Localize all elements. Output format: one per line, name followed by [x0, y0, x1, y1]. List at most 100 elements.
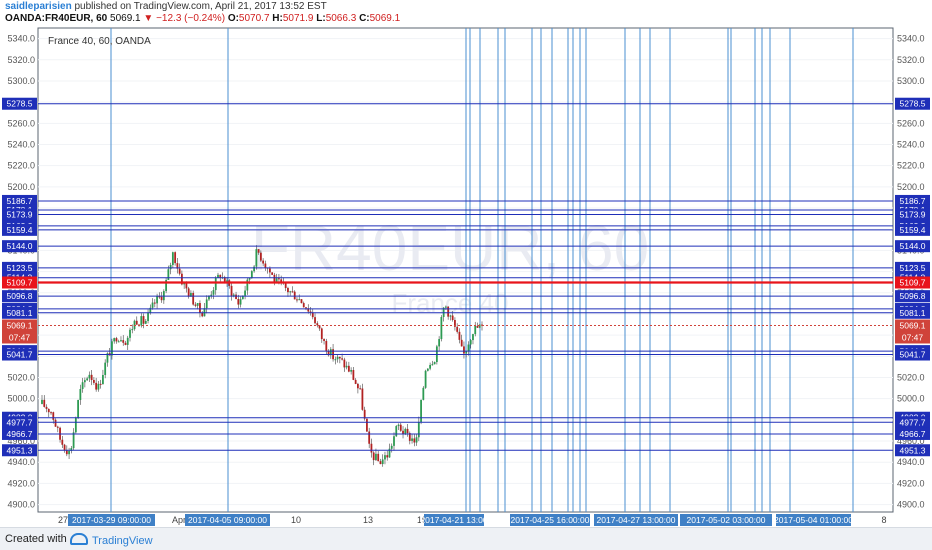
level-tag-left	[2, 97, 37, 110]
candle-body	[104, 362, 107, 375]
candle	[393, 432, 395, 451]
candle	[97, 381, 100, 392]
candle	[126, 335, 129, 350]
level-tag-right-text: 4951.3	[900, 445, 926, 455]
tradingview-logo-icon	[70, 533, 88, 545]
candle-body	[56, 426, 59, 428]
candle	[255, 245, 258, 270]
open-value: 5070.7	[238, 13, 270, 24]
candle	[386, 450, 389, 461]
candle	[171, 251, 174, 269]
y-tick-label-left: 5200.0	[7, 182, 35, 192]
candle-body	[115, 338, 118, 342]
candle	[176, 257, 179, 274]
candle	[169, 262, 172, 275]
candle-body	[264, 263, 267, 268]
candle	[50, 411, 52, 415]
y-tick-label-right: 5300.0	[897, 76, 925, 86]
candle-body	[205, 299, 208, 309]
level-tag-left-text: 4951.3	[7, 445, 33, 455]
candle-body	[169, 264, 172, 270]
candle-body	[72, 432, 75, 449]
candle	[316, 321, 319, 328]
date-tags: 2017-03-29 09:00:00 2017-04-05 09:00:00 20…	[68, 514, 853, 526]
candle-body	[379, 461, 382, 465]
vertical-lines	[110, 28, 854, 512]
candle	[458, 328, 461, 344]
candle-body	[422, 387, 425, 400]
candle	[284, 283, 287, 292]
candle	[212, 287, 215, 300]
candle	[217, 272, 219, 279]
candle	[433, 361, 436, 365]
level-tag-right-text: 5081.1	[900, 308, 926, 318]
candle-body	[158, 296, 161, 298]
level-tag-right-text: 5109.7	[900, 277, 926, 287]
candle	[467, 341, 470, 356]
date-tag-box	[68, 514, 155, 526]
candle-body	[429, 364, 432, 369]
candle	[90, 370, 93, 386]
candle	[158, 292, 161, 299]
candle-body	[70, 448, 73, 451]
candle-body	[370, 443, 373, 453]
candle-body	[153, 302, 156, 304]
candle	[201, 311, 204, 318]
candle	[246, 277, 249, 295]
candle-body	[259, 252, 262, 261]
candle	[343, 357, 346, 372]
candle	[395, 425, 398, 437]
candle	[262, 258, 265, 267]
level-tag-left-text: 5159.4	[7, 225, 33, 235]
candle-body	[275, 278, 278, 283]
candle-body	[214, 277, 217, 291]
candle	[257, 249, 260, 255]
candle	[203, 302, 206, 317]
candle	[413, 434, 416, 447]
candle	[41, 394, 43, 405]
symbol-header: OANDA:FR40EUR, 60 5069.1 ▼ −12.3 (−0.24%…	[5, 13, 400, 24]
candle-body	[368, 431, 371, 444]
candle-body	[250, 271, 253, 278]
level-tag-left-text: 5186.7	[7, 196, 33, 206]
price-chart[interactable]: 4900.0 4900.0 4920.0 4920.0 4940.0 4940.0 4960…	[0, 0, 932, 527]
candle-body	[273, 274, 276, 283]
date-tag-box	[680, 514, 772, 526]
level-tag-left	[2, 306, 37, 319]
candle-body	[454, 319, 456, 327]
candle-body	[212, 290, 215, 295]
level-tag-left	[2, 223, 37, 236]
horizontal-level: 4977.7 4977.7	[2, 416, 930, 429]
candle-body	[411, 438, 413, 441]
candle	[115, 336, 118, 344]
level-tag-right	[895, 444, 930, 457]
candle-body	[343, 359, 346, 368]
candle-body	[298, 299, 301, 301]
candle-body	[199, 303, 201, 313]
candle	[259, 250, 262, 262]
candle-body	[122, 340, 125, 343]
candle	[99, 379, 102, 389]
candle	[291, 286, 294, 293]
candle	[323, 338, 325, 345]
candle-body	[338, 356, 341, 359]
candle-body	[440, 317, 443, 340]
y-tick-label-right: 5260.0	[897, 118, 925, 128]
candle	[271, 272, 274, 276]
candle-body	[397, 424, 400, 427]
x-tick-label: 19	[417, 515, 427, 525]
author-link[interactable]: saidleparisien	[5, 1, 72, 12]
candle-body	[384, 455, 386, 460]
candle	[397, 423, 400, 431]
candle-body	[309, 311, 312, 313]
tradingview-brand[interactable]: TradingView	[70, 533, 153, 547]
candle-body	[424, 370, 427, 388]
candle	[205, 295, 208, 314]
candle	[350, 367, 353, 375]
y-tick-label-right: 5020.0	[897, 372, 925, 382]
date-tag: 2017-04-05 09:00:00	[185, 514, 270, 526]
y-tick-label-left: 4940.0	[7, 457, 35, 467]
candle	[361, 383, 364, 411]
candle-body	[43, 399, 46, 407]
candle	[429, 362, 432, 371]
